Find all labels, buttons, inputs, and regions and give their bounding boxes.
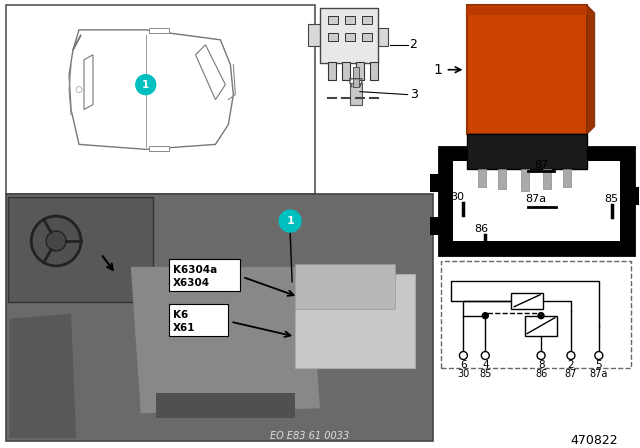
Text: 86: 86 [474,224,488,234]
Circle shape [595,352,603,359]
Bar [429,217,442,235]
Bar [350,82,362,104]
Circle shape [46,231,66,251]
Bar [429,174,442,192]
Text: 87a: 87a [589,370,608,379]
Bar [295,274,415,368]
Text: 1: 1 [142,80,149,90]
Bar [478,169,486,187]
Polygon shape [10,314,76,438]
Circle shape [483,313,488,319]
Bar [442,261,630,368]
Bar [362,16,372,24]
Bar [320,8,378,63]
Bar [148,146,168,151]
Text: 2: 2 [568,361,574,370]
Bar [356,62,364,80]
Bar [328,62,336,80]
Circle shape [76,86,82,93]
Text: 1: 1 [286,216,294,226]
Bar [168,304,228,336]
Bar [511,293,543,309]
Bar [345,33,355,41]
Bar [370,62,378,80]
Bar [543,169,551,189]
Bar [453,161,620,241]
Polygon shape [69,30,234,149]
Bar [353,67,359,86]
Bar [6,194,433,441]
Bar [328,33,338,41]
Text: X61: X61 [173,323,195,333]
Polygon shape [587,5,595,134]
Text: 6: 6 [460,361,467,370]
Bar [632,187,640,205]
Text: 85: 85 [605,194,619,204]
Bar [6,5,315,194]
Text: 5: 5 [595,361,602,370]
Text: EO E83 61 0033: EO E83 61 0033 [271,431,349,441]
Circle shape [481,352,490,359]
Text: K6304a: K6304a [173,265,217,275]
Text: 2: 2 [410,39,417,52]
Bar [563,169,571,187]
Bar [467,5,587,134]
Bar [342,62,350,80]
Text: 3: 3 [410,88,417,101]
Polygon shape [131,267,320,413]
Polygon shape [196,45,225,99]
Bar [345,16,355,24]
Bar [308,24,321,46]
Text: 8: 8 [538,361,545,370]
Text: 4: 4 [482,361,488,370]
Text: 1: 1 [434,63,442,77]
Bar [168,259,241,291]
Bar [156,393,295,418]
Text: 470822: 470822 [570,434,618,447]
Circle shape [538,313,544,319]
Circle shape [279,210,301,232]
Text: 86: 86 [535,370,547,379]
Circle shape [537,352,545,359]
Text: K6: K6 [173,310,188,320]
Text: 87a: 87a [525,194,547,204]
Circle shape [31,216,81,266]
Bar [521,169,529,191]
Bar [440,147,634,255]
Bar [148,28,168,33]
Text: 30: 30 [457,370,470,379]
Text: 30: 30 [451,192,465,202]
Bar [499,169,506,189]
Bar [295,264,395,309]
Bar [467,7,587,15]
Bar [328,16,338,24]
Bar [467,134,587,169]
Polygon shape [84,55,93,110]
Text: 85: 85 [479,370,492,379]
Text: X6304: X6304 [173,278,210,288]
Bar [525,316,557,336]
Circle shape [460,352,467,359]
Bar [378,28,388,46]
Circle shape [567,352,575,359]
Text: 87: 87 [534,160,548,170]
Circle shape [136,75,156,95]
Text: 87: 87 [564,370,577,379]
Bar [8,197,153,302]
Bar [362,33,372,41]
